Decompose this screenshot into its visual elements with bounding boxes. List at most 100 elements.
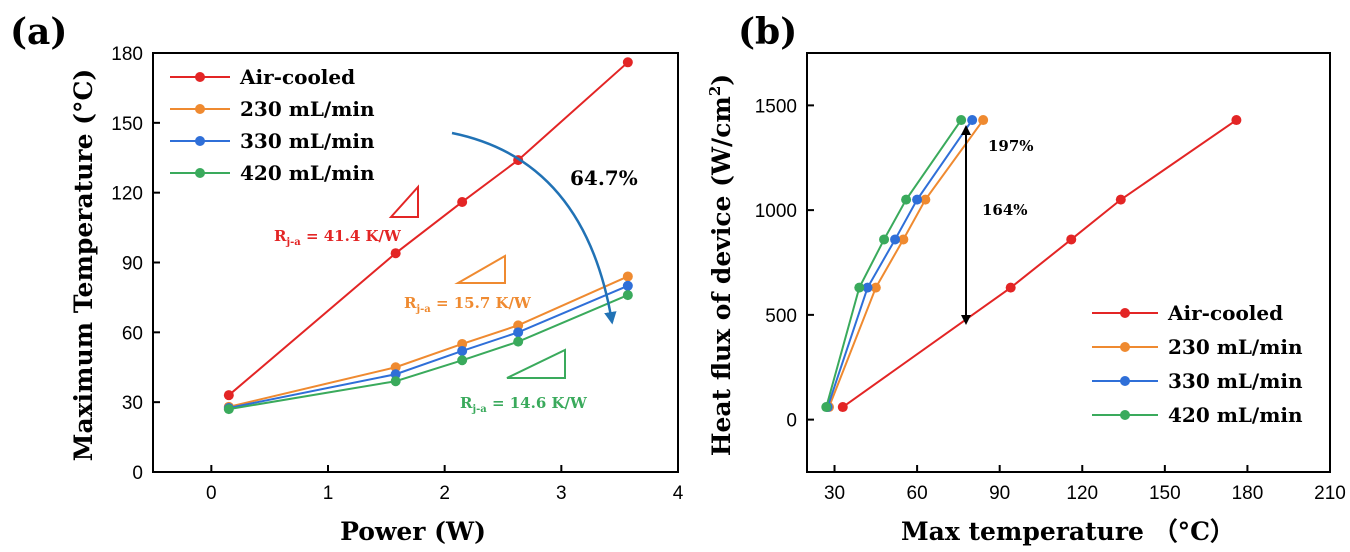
b-x-tick-label: 60 bbox=[907, 483, 928, 504]
b-y-tick-label: 0 bbox=[786, 411, 797, 432]
a-legend-label-s420: 420 mL/min bbox=[240, 161, 375, 185]
a-point-air bbox=[622, 57, 633, 68]
a-legend-label-air: Air-cooled bbox=[239, 65, 355, 89]
a-point-s420 bbox=[390, 376, 401, 387]
b-x-tick-label: 180 bbox=[1232, 483, 1264, 504]
b-point-s420 bbox=[901, 194, 912, 205]
b-y-tick-label: 1500 bbox=[755, 96, 797, 117]
increase-high-label: 197% bbox=[988, 137, 1034, 155]
b-x-tick-label: 30 bbox=[824, 483, 845, 504]
b-point-s230 bbox=[920, 194, 931, 205]
panel-b-legend: Air-cooled 230 mL/min 330 mL/min 420 mL/min bbox=[1092, 301, 1303, 427]
b-x-tick-label: 210 bbox=[1314, 483, 1346, 504]
230-slope-triangle bbox=[454, 254, 506, 284]
a-point-s230 bbox=[390, 362, 401, 373]
b-legend-marker-s420 bbox=[1120, 410, 1130, 420]
a-point-s420 bbox=[223, 404, 234, 415]
a-x-tick-label: 0 bbox=[206, 483, 217, 504]
panel-b-label: (b) bbox=[738, 11, 797, 53]
panel-b-axes: 30 60 90 120 150 180 210 0 500 1000 1500 bbox=[755, 52, 1346, 504]
b-x-tick-label: 150 bbox=[1149, 483, 1181, 504]
a-series-line-s230 bbox=[228, 275, 629, 408]
panel-a-series bbox=[223, 57, 633, 415]
a-point-s230 bbox=[622, 271, 633, 282]
a-y-tick-label: 0 bbox=[132, 463, 143, 484]
a-legend-marker-air bbox=[195, 72, 205, 82]
a-point-s230 bbox=[513, 320, 524, 331]
a-point-s330 bbox=[390, 369, 401, 380]
a-legend-label-s230: 230 mL/min bbox=[240, 97, 375, 121]
a-x-tick-label: 2 bbox=[439, 483, 450, 504]
panel-a-label: (a) bbox=[10, 11, 67, 53]
b-point-air bbox=[1066, 234, 1077, 245]
a-y-tick-label: 90 bbox=[122, 254, 143, 275]
b-y-tick-label: 1000 bbox=[755, 201, 797, 222]
a-x-tick-label: 4 bbox=[673, 483, 684, 504]
a-x-tick-label: 3 bbox=[556, 483, 567, 504]
a-point-s330 bbox=[457, 345, 468, 356]
b-plot-frame bbox=[806, 52, 1331, 473]
b-legend-marker-air bbox=[1120, 308, 1130, 318]
a-point-air bbox=[223, 390, 234, 401]
b-point-s330 bbox=[967, 115, 978, 126]
a-point-air bbox=[390, 248, 401, 259]
b-x-tick-label: 90 bbox=[989, 483, 1010, 504]
b-point-s230 bbox=[898, 234, 909, 245]
b-point-s420 bbox=[821, 402, 832, 413]
a-legend-marker-s330 bbox=[195, 136, 205, 146]
a-y-tick-label: 150 bbox=[111, 114, 143, 135]
b-series-line-s330 bbox=[826, 119, 973, 408]
a-y-tick-label: 180 bbox=[111, 44, 143, 65]
b-y-tick-label: 500 bbox=[765, 306, 797, 327]
b-legend-label-s420: 420 mL/min bbox=[1168, 403, 1303, 427]
420-slope-triangle bbox=[506, 348, 566, 379]
panel-a-legend: Air-cooled 230 mL/min 330 mL/min 420 mL/min bbox=[170, 65, 375, 185]
a-point-s420 bbox=[513, 336, 524, 347]
b-point-s420 bbox=[854, 282, 865, 293]
b-series-line-s230 bbox=[828, 119, 984, 408]
b-legend-label-s330: 330 mL/min bbox=[1168, 369, 1303, 393]
panel-a-axes: 0 1 2 3 4 0 30 60 90 120 150 180 bbox=[111, 44, 683, 504]
b-point-air bbox=[1115, 194, 1126, 205]
a-y-tick-label: 60 bbox=[122, 323, 143, 344]
b-legend-label-s230: 230 mL/min bbox=[1168, 335, 1303, 359]
b-point-air bbox=[837, 402, 848, 413]
a-point-s230 bbox=[457, 338, 468, 349]
b-point-air bbox=[1005, 282, 1016, 293]
a-legend-label-s330: 330 mL/min bbox=[240, 129, 375, 153]
b-point-s420 bbox=[956, 115, 967, 126]
b-point-s420 bbox=[879, 234, 890, 245]
b-point-s230 bbox=[978, 115, 989, 126]
air-slope-triangle bbox=[388, 184, 419, 218]
b-series-line-air bbox=[842, 119, 1237, 408]
a-y-tick-label: 120 bbox=[111, 184, 143, 205]
panel-a-y-axis-title: Maximum Temperature (°C) bbox=[69, 69, 98, 461]
reduction-label: 64.7% bbox=[570, 166, 638, 190]
reduction-arrow bbox=[451, 131, 617, 325]
a-point-s330 bbox=[513, 327, 524, 338]
b-legend-label-air: Air-cooled bbox=[1167, 301, 1283, 325]
panel-b-y-axis-title: Heat flux of device (W/cm2) bbox=[706, 74, 736, 456]
b-point-s330 bbox=[890, 234, 901, 245]
a-point-s420 bbox=[457, 355, 468, 366]
230-resistance-label: Rj-a = 15.7 K/W bbox=[404, 294, 532, 315]
panel-b-series bbox=[821, 115, 1242, 413]
a-legend-marker-s230 bbox=[195, 104, 205, 114]
b-point-s230 bbox=[870, 282, 881, 293]
panel-a-x-axis-title: Power (W) bbox=[340, 517, 486, 546]
a-point-s330 bbox=[622, 280, 633, 291]
b-x-tick-label: 120 bbox=[1066, 483, 1098, 504]
panel-b-x-axis-title: Max temperature （°C） bbox=[901, 517, 1235, 546]
a-x-tick-label: 1 bbox=[323, 483, 334, 504]
420-resistance-label: Rj-a = 14.6 K/W bbox=[460, 394, 588, 415]
panel-a: (a) 0 1 2 3 4 0 30 60 90 120 150 180 Power (W) Maxi… bbox=[10, 11, 684, 546]
b-point-s330 bbox=[912, 194, 923, 205]
panel-b: (b) 30 60 90 120 150 180 210 0 500 1000 1500 Max t… bbox=[706, 11, 1346, 546]
a-point-s420 bbox=[622, 290, 633, 301]
increase-low-label: 164% bbox=[982, 201, 1028, 219]
a-point-air bbox=[457, 196, 468, 207]
b-point-air bbox=[1231, 115, 1242, 126]
b-legend-marker-s230 bbox=[1120, 342, 1130, 352]
b-legend-marker-s330 bbox=[1120, 376, 1130, 386]
